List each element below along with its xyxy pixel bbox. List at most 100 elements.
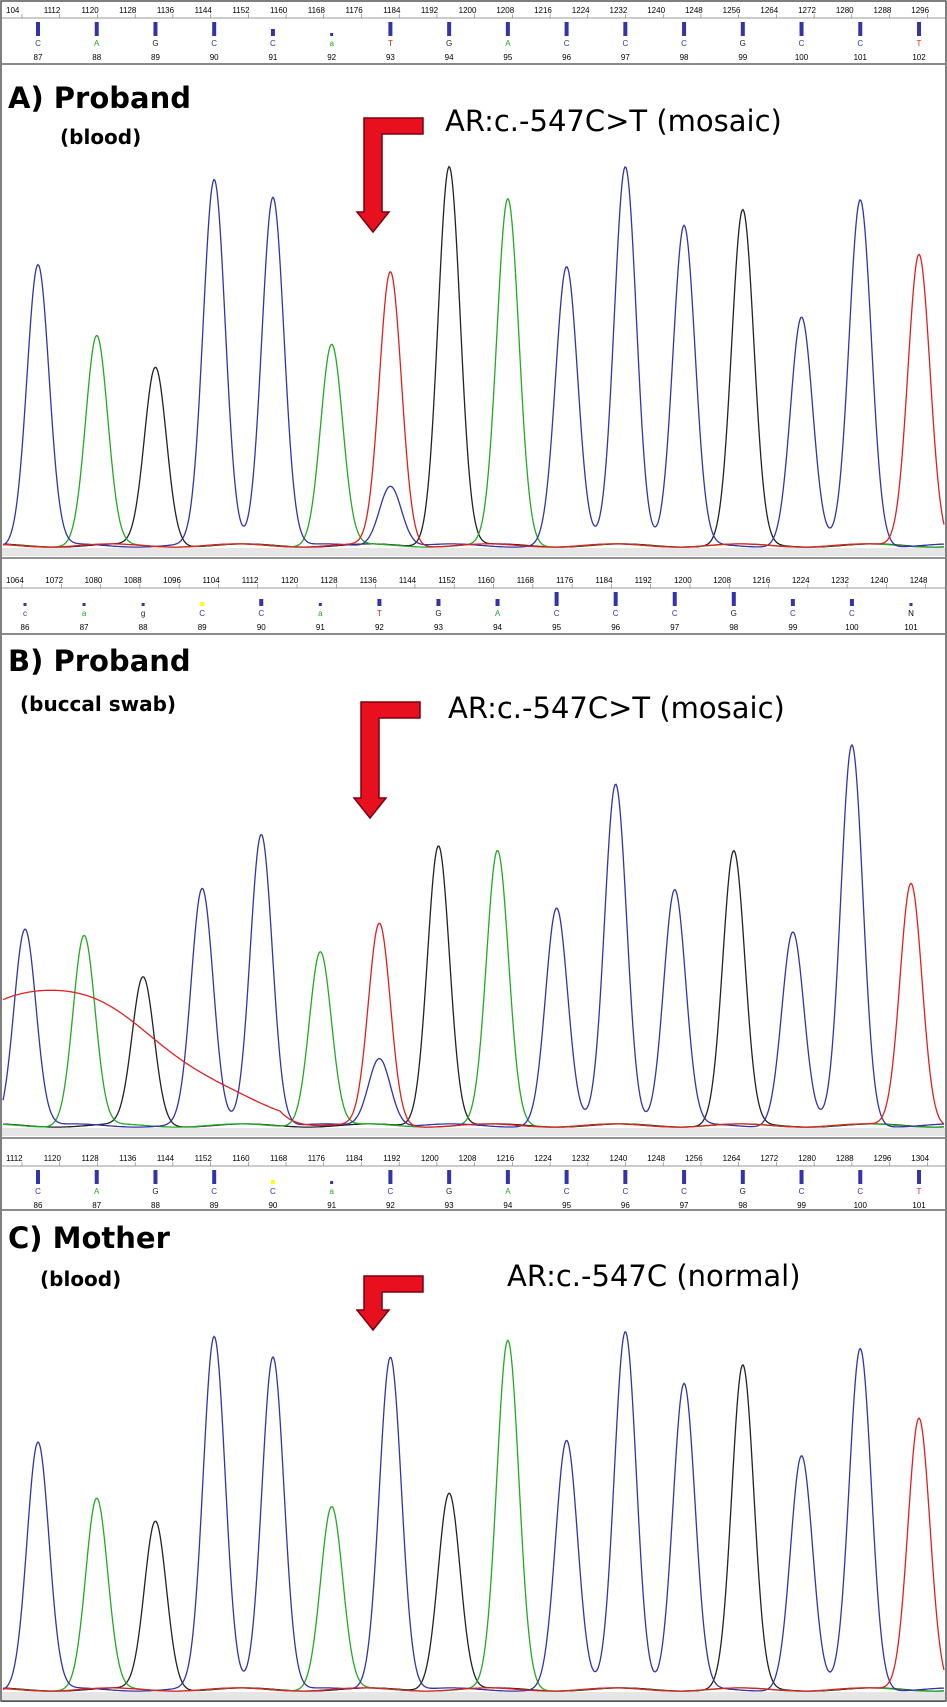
base-call: C 97	[670, 592, 680, 632]
trace-group	[2, 165, 945, 548]
base-call: C 100	[795, 22, 809, 62]
ruler-tick-label: 1296	[911, 6, 929, 15]
base-letter: N	[908, 609, 914, 618]
base-position: 95	[503, 53, 512, 62]
base-letter: C	[799, 1187, 805, 1196]
base-letter: C	[270, 39, 276, 48]
base-call: G 98	[729, 592, 739, 632]
quality-bar	[495, 599, 500, 606]
base-letter: A	[495, 609, 501, 618]
base-position: 96	[621, 1201, 630, 1210]
base-call: T 92	[375, 599, 384, 632]
quality-bar	[388, 1170, 393, 1184]
ruler-tick-label: 1224	[572, 6, 590, 15]
base-position: 87	[80, 623, 89, 632]
base-letter: a	[318, 609, 323, 618]
trace-baseline-band	[2, 1128, 945, 1136]
panel-subtitle: (buccal swab)	[20, 692, 176, 716]
variant-annotation: AR:c.-547C>T (mosaic)	[445, 104, 782, 138]
base-call: A 94	[493, 599, 503, 632]
base-position: 99	[797, 1201, 806, 1210]
ruler-tick-label: 1184	[595, 576, 613, 585]
base-position: 96	[611, 623, 620, 632]
variant-arrow	[355, 1275, 424, 1332]
base-letter: T	[377, 609, 382, 618]
ruler-tick-label: 1288	[874, 6, 892, 15]
quality-bar	[799, 1170, 804, 1184]
base-call: C 92	[386, 1170, 395, 1210]
base-call: C 86	[34, 1170, 43, 1210]
ruler-tick-label: 1216	[534, 6, 552, 15]
base-call: C 89	[210, 1170, 219, 1210]
base-letter: g	[141, 609, 145, 618]
quality-bar	[212, 1170, 217, 1184]
ruler-tick-label: 1208	[713, 576, 731, 585]
base-position: 92	[386, 1201, 395, 1210]
base-letter: a	[329, 39, 334, 48]
ruler-tick-label: 1144	[195, 6, 213, 15]
ruler-tick-label: 1280	[836, 6, 854, 15]
trace-group	[2, 1331, 945, 1692]
quality-bar	[740, 22, 745, 36]
base-call: C 97	[680, 1170, 689, 1210]
quality-bar	[682, 1170, 687, 1184]
base-letter: C	[270, 1187, 276, 1196]
quality-bar	[94, 1170, 99, 1184]
ruler-tick-label: 1120	[281, 576, 299, 585]
base-position: 89	[151, 53, 160, 62]
base-position: 97	[680, 1201, 689, 1210]
base-call: G 99	[738, 22, 748, 62]
ruler-tick-label: 1184	[345, 1154, 363, 1163]
quality-bar	[613, 592, 618, 606]
quality-bar	[909, 603, 913, 606]
base-call: a 87	[80, 603, 89, 632]
base-letter: C	[622, 39, 628, 48]
panel-title: A) Proband	[8, 81, 191, 115]
ruler-tick-label: 1248	[647, 1154, 665, 1163]
base-call: C 96	[621, 1170, 630, 1210]
quality-bar	[36, 22, 40, 36]
ruler-tick-label: 1264	[760, 6, 778, 15]
ruler-tick-label: 1232	[572, 1154, 590, 1163]
base-letter: C	[799, 39, 805, 48]
base-position: 100	[845, 623, 859, 632]
base-call: C 90	[257, 599, 266, 632]
ruler-tick-label: 1208	[496, 6, 514, 15]
base-position: 87	[34, 53, 43, 62]
header-background	[2, 1150, 945, 1210]
variant-annotation: AR:c.-547C>T (mosaic)	[448, 691, 785, 725]
base-letter: T	[917, 1187, 922, 1196]
base-position: 88	[92, 53, 101, 62]
base-call: C 95	[552, 592, 562, 632]
ruler-tick-label: 1128	[320, 576, 338, 585]
base-letter: C	[388, 1187, 394, 1196]
base-letter: c	[23, 609, 27, 618]
base-letter: C	[554, 609, 560, 618]
base-letter: C	[857, 1187, 863, 1196]
base-position: 92	[375, 623, 384, 632]
quality-bar	[23, 603, 27, 606]
base-position: 94	[445, 53, 454, 62]
base-letter: C	[622, 1187, 628, 1196]
ruler-tick-label: 1232	[831, 576, 849, 585]
base-call: C 100	[854, 1170, 867, 1210]
base-call: T 101	[912, 1170, 926, 1210]
base-call: G 89	[151, 22, 160, 62]
quality-bar	[682, 22, 687, 36]
trace-baseline-band	[2, 1692, 945, 1700]
ruler-tick-label: 1128	[119, 6, 137, 15]
base-letter: a	[329, 1187, 334, 1196]
sequence-header: 1064 1072 1080 1088 1096 1104 1112 1120 1128 1136…	[2, 572, 945, 635]
quality-bar	[858, 1170, 863, 1184]
quality-bar	[505, 1170, 510, 1184]
base-position: 90	[210, 53, 219, 62]
ruler-tick-label: 1272	[760, 1154, 778, 1163]
base-letter: G	[740, 1187, 746, 1196]
ruler-tick-label: 1256	[723, 6, 741, 15]
base-position: 98	[729, 623, 738, 632]
quality-bar	[36, 1170, 40, 1184]
quality-bar	[672, 592, 677, 606]
base-position: 101	[904, 623, 918, 632]
base-letter: T	[917, 39, 922, 48]
